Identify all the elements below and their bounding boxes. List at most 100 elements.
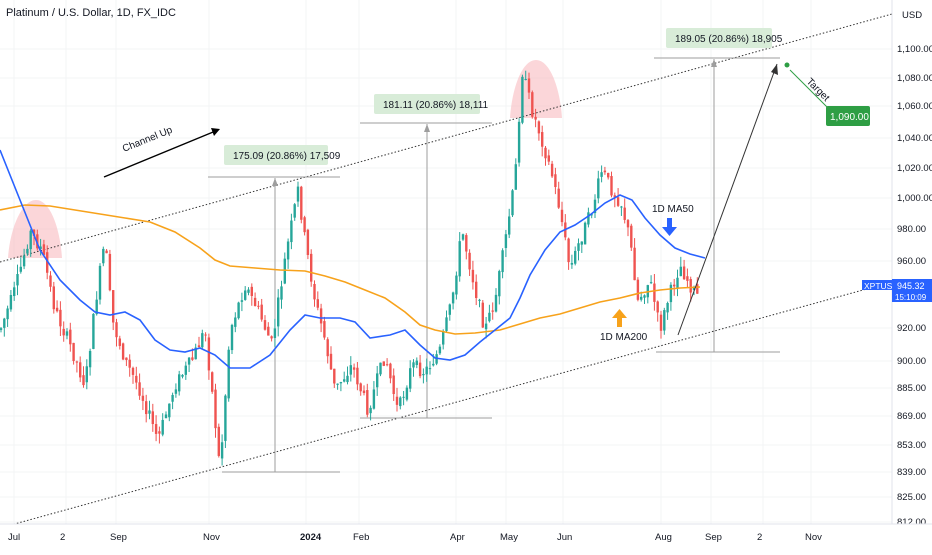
price-tick: 1,100.00 (897, 44, 932, 55)
candle-body (455, 275, 458, 295)
candle-body (356, 367, 359, 385)
candle-body (696, 284, 699, 294)
time-tick: Jun (557, 532, 572, 543)
candle-body (428, 368, 432, 370)
candle-body (22, 255, 26, 267)
candle-body (277, 297, 280, 327)
candle-body (125, 357, 128, 361)
candle-body (32, 229, 36, 236)
currency-label: USD (902, 10, 922, 21)
candle-body (626, 220, 630, 228)
candle-body (475, 281, 478, 299)
candle-body (164, 414, 168, 419)
candle-body (376, 373, 379, 388)
candle-body (204, 334, 207, 336)
price-tick: 1,080.00 (897, 73, 932, 84)
candle-body (46, 252, 49, 273)
candle-body (610, 176, 613, 196)
candle-body (442, 332, 445, 345)
ma200-annotation: 1D MA200 (600, 309, 648, 343)
candle-body (273, 328, 277, 338)
candle-body (458, 241, 461, 277)
measure-3-label: 189.05 (20.86%) 18,905 (675, 34, 783, 45)
time-tick: 2 (60, 532, 65, 543)
candle-body (98, 265, 102, 300)
candle-body (630, 225, 633, 248)
candle-body (244, 290, 247, 300)
candle-body (656, 301, 659, 313)
candle-body (293, 204, 296, 218)
candle-body (267, 326, 270, 336)
time-tick: Jul (8, 532, 20, 543)
candle-body (550, 163, 554, 177)
candle-body (286, 241, 290, 260)
candle-body (511, 190, 514, 216)
candle-body (666, 303, 669, 313)
candle-body (359, 383, 362, 392)
candle-body (29, 230, 32, 250)
candle-body (154, 424, 158, 434)
candle-body (145, 401, 148, 415)
candle-body (105, 250, 108, 254)
candle-body (247, 289, 250, 293)
candle-body (465, 235, 468, 252)
candle-body (494, 294, 498, 312)
candle-body (75, 361, 79, 363)
candle-body (118, 338, 121, 346)
candle-body (13, 287, 16, 297)
candle-body (547, 155, 550, 162)
candle-body (234, 317, 237, 327)
time-axis[interactable]: Jul 2 Sep Nov 2024 Feb Apr May Jun Aug Sep 2 Nov (8, 532, 822, 543)
candle-body (112, 290, 115, 323)
candle-body (640, 296, 643, 300)
price-tick: 1,060.00 (897, 101, 932, 112)
candle-body (402, 396, 405, 398)
candle-body (425, 366, 428, 375)
candle-body (560, 209, 564, 223)
time-tick: May (500, 532, 518, 543)
time-tick: 2 (757, 532, 762, 543)
measure-2 (360, 94, 492, 419)
candle-body (385, 364, 389, 366)
candle-body (379, 362, 382, 375)
price-tick: 1,020.00 (897, 163, 932, 174)
candle-body (461, 234, 465, 240)
candle-body (468, 252, 471, 270)
candle-body (653, 283, 656, 302)
candle-body (72, 342, 75, 361)
candle-body (366, 390, 369, 415)
candle-body (168, 403, 171, 418)
candle-body (607, 172, 610, 178)
candle-body (65, 331, 69, 336)
candle-body (270, 336, 273, 339)
candle-body (178, 374, 181, 392)
candle-body (663, 310, 666, 331)
candle-body (659, 314, 663, 331)
price-tick: 980.00 (897, 224, 926, 235)
candle-body (171, 394, 174, 402)
candle-body (148, 410, 151, 414)
candle-body (613, 195, 616, 198)
candle-body (498, 271, 501, 297)
candle-body (590, 214, 593, 216)
candle-body (201, 333, 204, 348)
candle-body (544, 147, 547, 159)
candle-body (151, 411, 154, 425)
candle-body (92, 313, 95, 349)
candle-body (488, 312, 491, 322)
candle-body (382, 361, 385, 366)
projection-arrow (677, 63, 778, 336)
candle-body (187, 357, 191, 365)
price-axis[interactable]: 1,100.00 1,080.00 1,060.00 1,040.00 1,020.00… (897, 44, 932, 528)
price-tick: 920.00 (897, 323, 926, 334)
candle-body (79, 362, 82, 378)
time-tick: Feb (353, 532, 369, 543)
candle-body (399, 397, 402, 407)
candle-body (577, 243, 580, 251)
candle-body (253, 297, 257, 307)
candle-body (240, 300, 244, 302)
candle-body (263, 320, 267, 330)
candle-body (392, 375, 395, 395)
